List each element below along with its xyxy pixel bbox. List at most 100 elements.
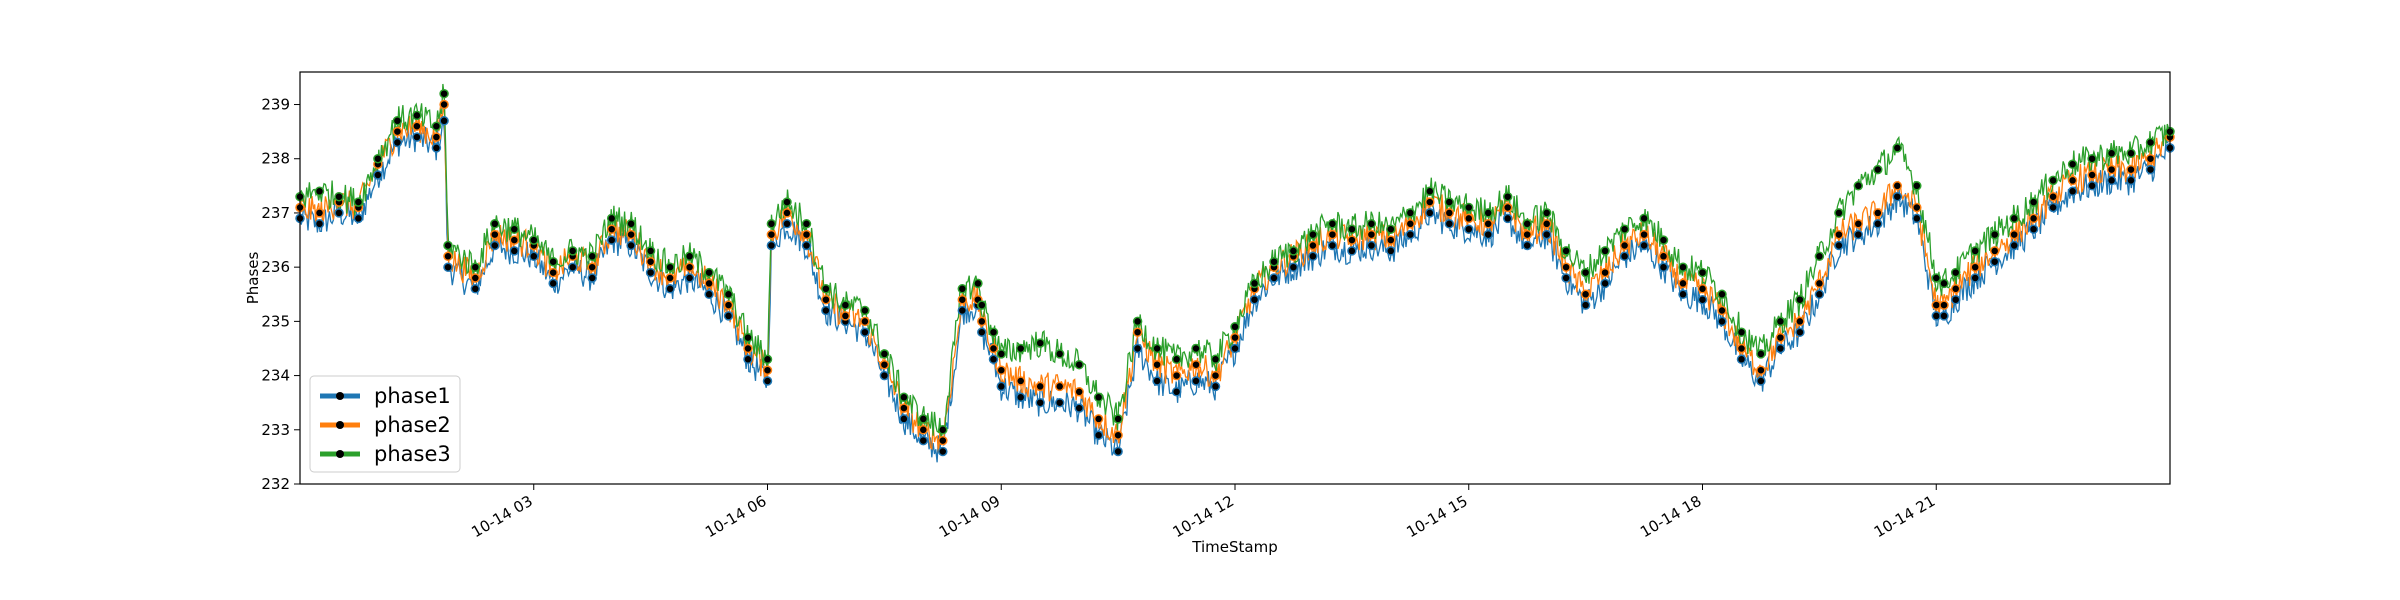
point-phase3: [1425, 186, 1435, 197]
point-phase1: [1814, 289, 1825, 300]
point-phase3: [1405, 208, 1416, 218]
point-phase1: [1191, 376, 1201, 386]
point-phase2: [723, 300, 734, 310]
point-phase3: [973, 278, 983, 289]
point-phase3: [1171, 354, 1182, 365]
point-phase3: [334, 191, 344, 202]
point-phase1: [996, 381, 1007, 392]
point-phase3: [1541, 208, 1552, 218]
point-phase3: [840, 300, 851, 310]
point-phase3: [1736, 327, 1747, 337]
point-phase1: [392, 137, 403, 148]
point-phase2: [1756, 365, 1766, 375]
point-phase2: [1561, 262, 1571, 272]
point-phase3: [918, 414, 929, 424]
point-phase2: [1093, 414, 1104, 424]
point-phase1: [1736, 354, 1747, 365]
series-markers: [295, 88, 2175, 457]
point-phase3: [1015, 343, 1026, 354]
point-phase1: [1425, 208, 1435, 218]
point-phase1: [1834, 240, 1844, 251]
point-phase3: [1464, 202, 1474, 213]
legend: phase1 phase2 phase3: [309, 375, 461, 473]
point-phase2: [490, 229, 500, 240]
point-phase1: [879, 370, 890, 381]
point-phase3: [1288, 246, 1299, 256]
point-phase1: [1580, 300, 1591, 310]
point-phase1: [373, 170, 383, 180]
point-phase3: [1386, 224, 1396, 234]
point-phase1: [314, 219, 325, 229]
point-phase1: [2106, 175, 2117, 186]
point-phase1: [1970, 273, 1980, 283]
point-phase1: [2048, 202, 2058, 213]
point-phase3: [2126, 148, 2136, 159]
y-axis-title: Phases: [244, 252, 262, 305]
point-phase2: [938, 435, 948, 446]
point-phase2: [439, 99, 449, 110]
point-phase3: [766, 219, 777, 229]
point-phase1: [1541, 229, 1552, 240]
point-phase2: [840, 311, 851, 321]
y-tick-label: 233: [261, 421, 290, 439]
point-phase2: [977, 316, 987, 327]
y-tick-label: 235: [261, 312, 290, 330]
point-phase3: [1989, 229, 2000, 240]
point-phase3: [1756, 349, 1766, 359]
point-phase1: [665, 284, 675, 294]
point-phase2: [782, 208, 792, 218]
point-phase1: [1210, 381, 1221, 392]
point-phase3: [1639, 213, 1649, 224]
point-phase2: [1483, 219, 1493, 229]
point-phase2: [899, 403, 909, 413]
point-phase1: [1912, 213, 1922, 224]
point-phase2: [1580, 289, 1591, 300]
point-phase2: [996, 365, 1007, 375]
point-phase1: [1171, 387, 1182, 397]
point-phase2: [2067, 175, 2078, 186]
point-phase1: [1093, 430, 1104, 440]
point-phase3: [2145, 137, 2156, 148]
point-phase1: [1853, 229, 1864, 240]
point-phase2: [1736, 343, 1747, 354]
point-phase3: [684, 251, 695, 262]
point-phase1: [1795, 327, 1805, 337]
point-phase3: [1814, 251, 1825, 262]
point-phase2: [1308, 240, 1318, 251]
point-phase2: [1939, 300, 1949, 310]
point-phase2: [684, 262, 695, 272]
point-phase1: [1054, 397, 1065, 408]
point-phase3: [1347, 224, 1357, 234]
point-phase3: [1502, 191, 1513, 202]
point-phase3: [1600, 246, 1610, 256]
point-phase2: [2106, 164, 2117, 175]
point-phase2: [1970, 262, 1980, 272]
point-phase2: [1386, 235, 1396, 245]
point-phase1: [431, 143, 442, 153]
point-phase3: [1210, 354, 1221, 365]
point-phase2: [1191, 359, 1201, 370]
point-phase3: [801, 219, 812, 229]
point-phase1: [1619, 251, 1630, 262]
point-phase2: [1113, 430, 1123, 440]
point-phase1: [1464, 224, 1474, 234]
point-phase2: [821, 294, 831, 305]
point-phase3: [1892, 143, 1903, 153]
point-phase3: [1697, 267, 1708, 278]
point-phase2: [1775, 332, 1786, 343]
point-phase3: [957, 284, 968, 294]
point-phase2: [1152, 359, 1162, 370]
point-phase2: [918, 425, 929, 435]
point-phase1: [1717, 316, 1727, 327]
point-phase2: [1912, 202, 1922, 213]
point-phase3: [1113, 414, 1123, 424]
point-phase3: [1249, 278, 1260, 289]
point-phase3: [1483, 208, 1493, 218]
point-phase1: [1939, 311, 1949, 321]
point-phase2: [470, 273, 481, 283]
point-phase2: [606, 224, 617, 234]
point-phase2: [1717, 305, 1727, 316]
point-phase1: [1113, 446, 1123, 457]
legend-label-phase2: phase2: [374, 413, 451, 437]
point-phase1: [587, 273, 597, 283]
